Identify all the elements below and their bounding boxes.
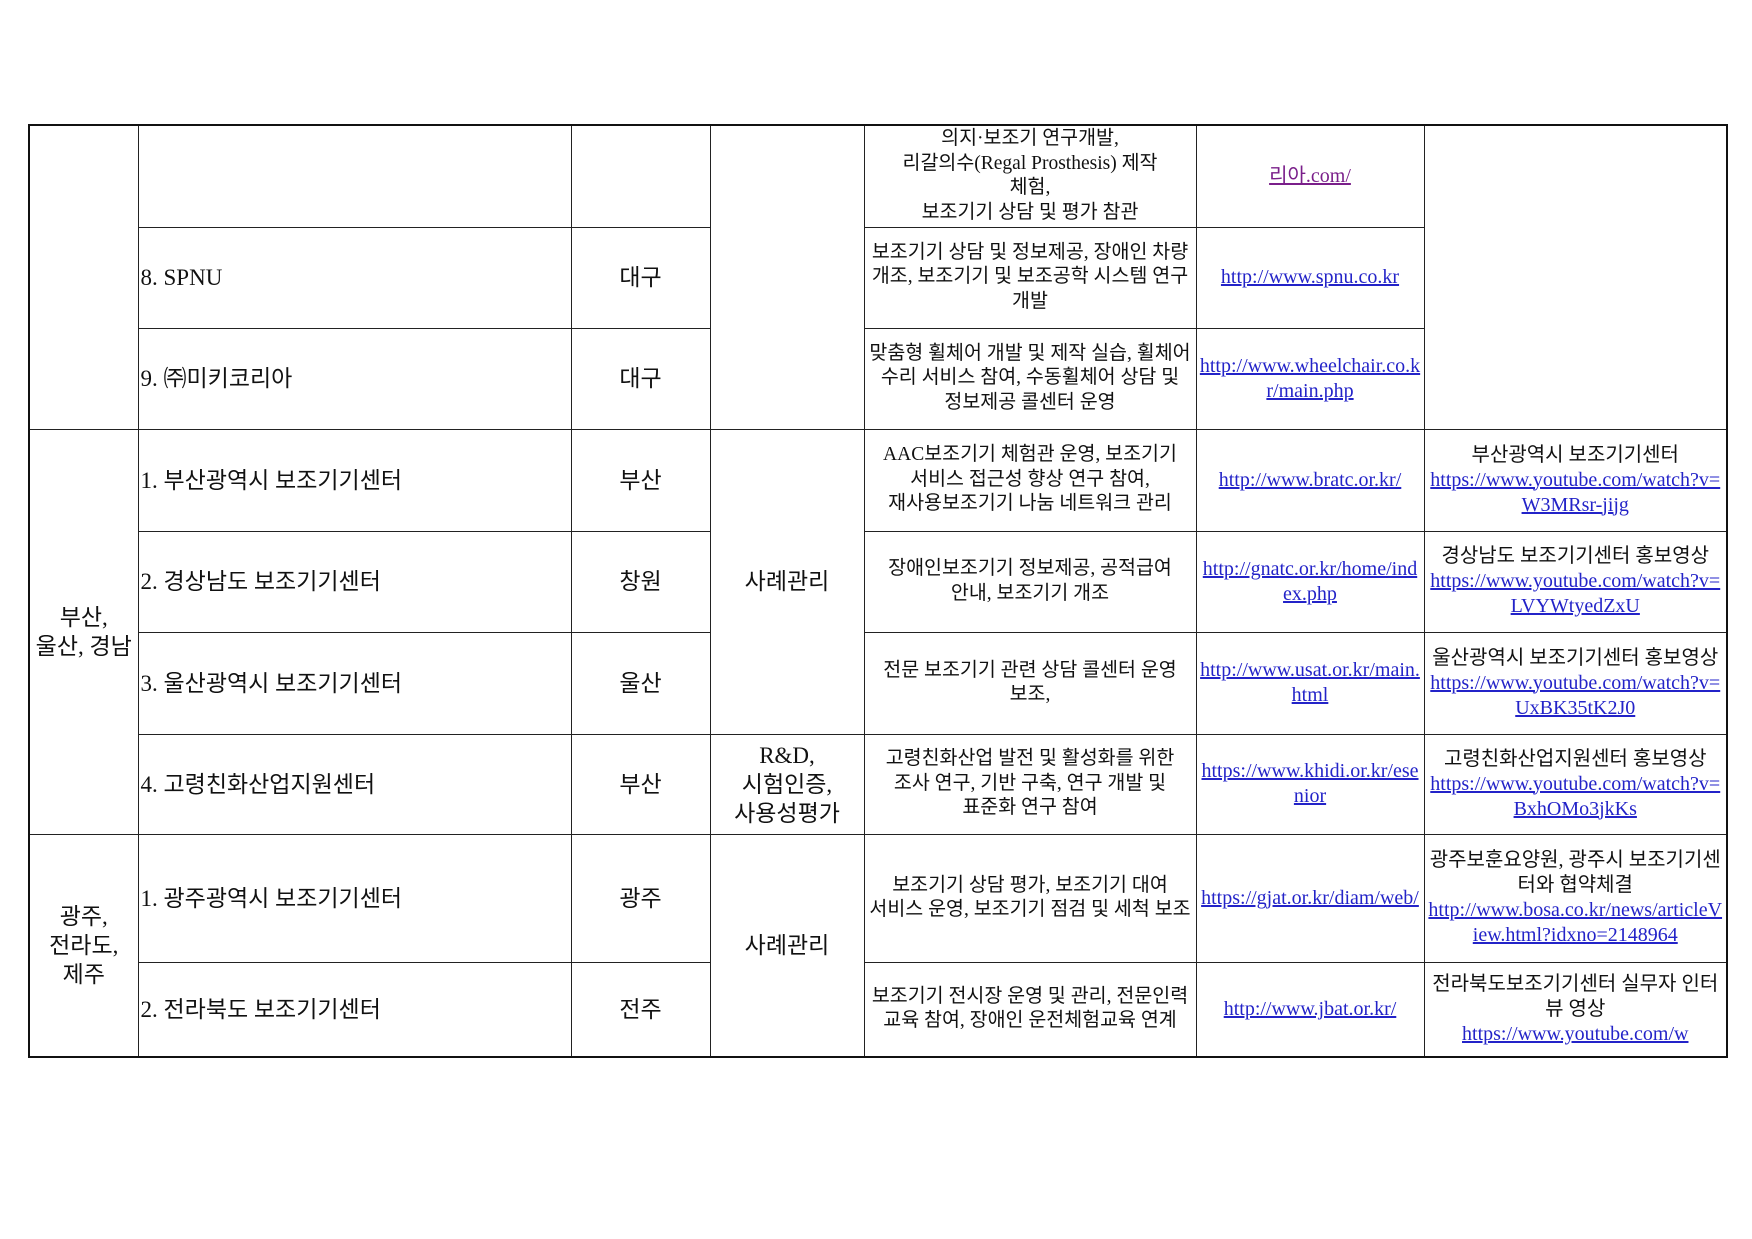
site-link[interactable]: http://www.wheelchair.co.kr/main.php [1199,354,1421,402]
site-link[interactable]: https://gjat.or.kr/diam/web/ [1201,886,1419,909]
table-row: 부산, 울산, 경남 1. 부산광역시 보조기기센터 부산 사례관리 AAC보조… [28,428,1728,835]
table-row: 9. ㈜미키코리아 대구 맞춤형 휠체어 개발 및 제작 실습, 휠체어 수리 … [29,327,1727,430]
desc-cell: 보조기기 전시장 운영 및 관리, 전문인력 교육 참여, 장애인 운전체험교육… [863,961,1197,1058]
media-cell: 경상남도 보조기기센터 홍보영상 https://www.youtube.com/… [1423,530,1728,633]
media-link[interactable]: https://www.youtube.com/watch?v=BxhOMo3j… [1430,772,1721,820]
site-link[interactable]: 리아.com/ [1269,164,1351,187]
table-row: 의지·보조기 연구개발, 리갈의수(Regal Prosthesis) 제작 체험,… [28,124,1728,430]
desc-cell: 의지·보조기 연구개발, 리갈의수(Regal Prosthesis) 제작 체험,… [863,124,1197,228]
site-cell: 리아.com/ [1195,124,1425,228]
desc-cell: AAC보조기기 체험관 운영, 보조기기 서비스 접근성 향상 연구 참여, 재… [863,428,1197,532]
name-cell [137,124,572,228]
desc-cell: 장애인보조기기 정보제공, 공적급여 안내, 보조기기 개조 [863,530,1197,633]
media-title: 광주보훈요양원, 광주시 보조기기센터와 협약체결 [1429,849,1721,896]
site-cell: http://www.jbat.or.kr/ [1195,961,1425,1058]
name-cell: 1. 광주광역시 보조기기센터 [137,833,572,963]
media-cell: 광주보훈요양원, 광주시 보조기기센터와 협약체결 http://www.bosa… [1423,833,1728,963]
table-row: 8. SPNU 대구 보조기기 상담 및 정보제공, 장애인 차량 개조, 보조… [29,226,1727,329]
city-cell: 부산 [570,428,711,532]
city-cell: 전주 [570,961,711,1058]
site-cell: https://gjat.or.kr/diam/web/ [1195,833,1425,963]
table-row: 3. 울산광역시 보조기기센터 울산 전문 보조기기 관련 상담 콜센터 운영 … [29,631,1728,735]
table-row: 2. 전라북도 보조기기센터 전주 보조기기 전시장 운영 및 관리, 전문인력… [29,961,1728,1058]
media-title: 전라북도보조기기센터 실무자 인터뷰 영상 [1432,972,1719,1020]
media-cell: 전라북도보조기기센터 실무자 인터뷰 영상 https://www.youtube… [1423,961,1728,1058]
city-cell: 대구 [570,226,711,329]
site-link[interactable]: http://gnatc.or.kr/home/index.php [1202,557,1418,605]
type-cell [709,124,865,430]
city-cell: 광주 [570,833,711,963]
media-title: 고령친화산업지원센터 홍보영상 [1443,747,1707,770]
type-cell: 사례관리 [709,428,865,735]
media-link[interactable]: https://www.youtube.com/watch?v=LVYWtyed… [1430,570,1721,617]
media-cell [1423,124,1728,430]
region-cell: 부산, 울산, 경남 [28,428,139,835]
name-cell: 2. 전라북도 보조기기센터 [137,961,572,1058]
site-link[interactable]: http://www.bratc.or.kr/ [1218,468,1402,491]
name-cell: 3. 울산광역시 보조기기센터 [137,631,572,735]
name-cell: 1. 부산광역시 보조기기센터 [137,428,572,532]
site-cell: http://www.usat.or.kr/main.html [1195,631,1425,735]
site-link[interactable]: http://www.usat.or.kr/main.html [1200,659,1420,706]
site-cell: https://www.khidi.or.kr/esenior [1195,733,1425,835]
media-link[interactable]: https://www.youtube.com/watch?v=UxBK35tK… [1430,671,1721,719]
city-cell: 울산 [570,631,711,735]
table-row: 2. 경상남도 보조기기센터 창원 장애인보조기기 정보제공, 공적급여 안내,… [29,530,1728,633]
name-cell: 9. ㈜미키코리아 [137,327,572,430]
table-row: 광주, 전라도, 제주 1. 광주광역시 보조기기센터 광주 사례관리 보조기기… [28,833,1728,1058]
media-cell: 부산광역시 보조기기센터 https://www.youtube.com/watc… [1423,428,1728,532]
site-cell: http://gnatc.or.kr/home/index.php [1195,530,1425,633]
city-cell: 대구 [570,327,711,430]
site-link[interactable]: https://www.khidi.or.kr/esenior [1201,760,1419,807]
media-link[interactable]: https://www.youtube.com/watch?v=W3MRsr-j… [1430,468,1721,516]
city-cell: 부산 [570,733,711,835]
type-cell: R&D, 시험인증, 사용성평가 [709,733,865,835]
site-link[interactable]: http://www.spnu.co.kr [1220,266,1400,288]
city-cell [570,124,711,228]
city-cell: 창원 [570,530,711,633]
media-cell: 고령친화산업지원센터 홍보영상 https://www.youtube.com/w… [1423,733,1728,835]
site-link[interactable]: http://www.jbat.or.kr/ [1223,997,1397,1020]
type-cell: 사례관리 [709,833,865,1058]
institution-table: 의지·보조기 연구개발, 리갈의수(Regal Prosthesis) 제작 체험,… [28,124,1728,1058]
table-row: 4. 고령친화산업지원센터 부산 R&D, 시험인증, 사용성평가 고령친화산업… [29,733,1728,835]
name-cell: 2. 경상남도 보조기기센터 [137,530,572,633]
media-title: 경상남도 보조기기센터 홍보영상 [1441,545,1710,567]
site-cell: http://www.spnu.co.kr [1195,226,1425,329]
name-cell: 4. 고령친화산업지원센터 [137,733,572,835]
media-cell: 울산광역시 보조기기센터 홍보영상 https://www.youtube.com… [1423,631,1728,735]
media-title: 부산광역시 보조기기센터 [1471,443,1679,466]
site-cell: http://www.wheelchair.co.kr/main.php [1195,327,1425,430]
region-cell [28,124,139,430]
desc-cell: 고령친화산업 발전 및 활성화를 위한 조사 연구, 기반 구축, 연구 개발 … [863,733,1197,835]
desc-cell: 보조기기 상담 및 정보제공, 장애인 차량 개조, 보조기기 및 보조공학 시… [863,226,1197,329]
region-cell: 광주, 전라도, 제주 [28,833,139,1058]
media-title: 울산광역시 보조기기센터 홍보영상 [1432,646,1719,669]
media-link[interactable]: http://www.bosa.co.kr/news/articleView.h… [1428,899,1723,946]
desc-cell: 전문 보조기기 관련 상담 콜센터 운영 보조, [863,631,1197,735]
desc-cell: 맞춤형 휠체어 개발 및 제작 실습, 휠체어 수리 서비스 참여, 수동휠체어… [863,327,1197,430]
media-link[interactable]: https://www.youtube.com/w [1462,1022,1689,1045]
name-cell: 8. SPNU [137,226,572,329]
desc-cell: 보조기기 상담 평가, 보조기기 대여 서비스 운영, 보조기기 점검 및 세척… [863,833,1197,963]
site-cell: http://www.bratc.or.kr/ [1195,428,1425,532]
